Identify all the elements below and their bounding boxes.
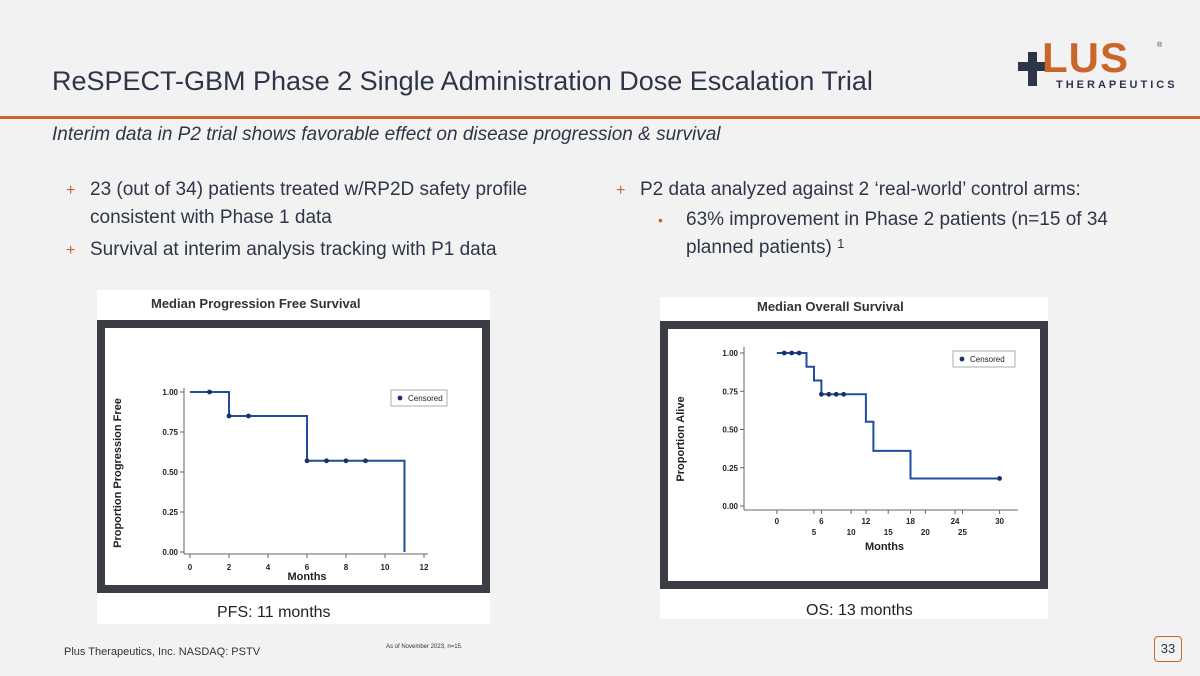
censored-point [207,389,212,395]
legend-marker [959,356,965,362]
pfs-panel: Median Progression Free Survival 0.00 0.2… [97,290,490,624]
os-chart: 0.00 0.25 0.50 0.75 1.00 0 6 12 18 24 30 5 10 15 20 25 M… [675,347,1018,553]
x-tick-label: 8 [344,563,349,572]
x-tick-label: 10 [847,528,856,537]
plus-bullet-icon: + [616,182,626,199]
x-tick-label: 12 [861,517,870,526]
censored-point [796,350,802,356]
legend-box [952,350,1016,368]
censored-point [781,350,787,356]
os-panel: Median Overall Survival 0.00 0.25 0.50 0.75… [660,297,1048,619]
x-tick-label: 25 [958,528,967,537]
pfs-chart: 0.00 0.25 0.50 0.75 1.00 0 2 4 6 8 10 12 Months Propo… [112,388,448,583]
y-axis-label: Proportion Alive [675,396,687,481]
x-tick-label: 20 [921,528,930,537]
x-tick-label: 4 [266,563,271,572]
bullet-text: P2 data analyzed against 2 ‘real-world’ … [640,179,1081,200]
y-tick-label: 0.50 [162,468,178,477]
censored-point [324,458,329,464]
pfs-caption: PFS: 11 months [217,604,331,621]
logo-tagline: THERAPEUTICS [1056,79,1178,91]
survival-step-line [190,391,406,552]
y-tick-label: 0.00 [722,502,738,511]
y-tick-label: 0.75 [722,387,738,396]
os-caption: OS: 13 months [806,602,913,619]
right-bullet-list: + P2 data analyzed against 2 ‘real-world… [606,176,1146,266]
dot-bullet-icon: • [658,212,663,228]
censored-point [363,458,368,464]
plus-bullet-icon: + [66,242,76,259]
y-tick-label: 0.50 [722,426,738,435]
slide-title: ReSPECT-GBM Phase 2 Single Administratio… [52,66,873,96]
censored-point [246,413,251,419]
x-tick-label: 30 [995,517,1004,526]
censored-point [833,391,839,397]
x-tick-label: 15 [884,528,893,537]
survival-step-line [776,352,1000,480]
company-logo: LUS ® THERAPEUTICS [1016,34,1175,94]
censored-point [818,391,824,397]
legend-box [390,389,448,407]
censored-point [226,413,232,419]
plus-cross-icon-bar [1018,62,1048,71]
page-number: 33 [1154,636,1182,662]
footer-company: Plus Therapeutics, Inc. NASDAQ: PSTV [64,646,261,658]
censored-point [841,391,847,397]
legend-label: Censored [408,394,443,403]
y-tick-label: 0.75 [162,428,178,437]
os-chart-title: Median Overall Survival [757,299,904,314]
y-tick-label: 0.25 [722,464,738,473]
legend-marker [397,395,403,401]
pfs-chart-area: 0.00 0.25 0.50 0.75 1.00 0 2 4 6 8 10 12 Months Propo… [105,328,482,585]
x-tick-label: 6 [305,563,310,572]
legend-label: Censored [970,355,1005,364]
x-tick-label: 5 [812,528,817,537]
censored-point [789,350,795,356]
sub-bullet-item: • 63% improvement in Phase 2 patients (n… [640,206,1146,262]
x-tick-label: 18 [906,517,915,526]
x-tick-label: 24 [951,517,960,526]
title-divider [0,116,1200,119]
censored-point [997,476,1002,481]
censored-point [304,458,310,464]
logo-registered-mark: ® [1157,42,1163,49]
footnote-marker: 1 [837,236,845,251]
footnote: As of November 2023, n=15. [386,644,463,650]
slide-subtitle: Interim data in P2 trial shows favorable… [52,124,721,145]
os-chart-frame: 0.00 0.25 0.50 0.75 1.00 0 6 12 18 24 30 5 10 15 20 25 M… [660,321,1048,589]
sub-bullet-text: 63% improvement in Phase 2 patients (n=1… [686,209,1108,258]
x-axis-label: Months [287,571,326,583]
bullet-item: + 23 (out of 34) patients treated w/RP2D… [56,176,596,232]
bullet-text: Survival at interim analysis tracking wi… [90,239,497,260]
x-axis-label: Months [865,541,904,553]
y-tick-label: 1.00 [722,349,738,358]
x-tick-label: 10 [381,563,390,572]
bullet-text: 23 (out of 34) patients treated w/RP2D s… [90,179,528,228]
x-tick-label: 6 [819,517,824,526]
x-tick-label: 0 [775,517,780,526]
bullet-item: + P2 data analyzed against 2 ‘real-world… [606,176,1146,262]
x-tick-label: 2 [227,563,232,572]
censored-point [343,458,349,464]
pfs-chart-title: Median Progression Free Survival [151,296,361,311]
y-tick-label: 0.00 [162,548,178,557]
bullet-item: + Survival at interim analysis tracking … [56,236,596,264]
x-tick-label: 12 [420,563,429,572]
pfs-chart-frame: 0.00 0.25 0.50 0.75 1.00 0 2 4 6 8 10 12 Months Propo… [97,320,490,593]
censored-point [826,391,832,397]
y-tick-label: 1.00 [162,388,178,397]
logo-word: LUS [1042,34,1129,81]
x-tick-label: 0 [188,563,193,572]
y-axis-label: Proportion Progression Free [112,398,124,548]
os-chart-area: 0.00 0.25 0.50 0.75 1.00 0 6 12 18 24 30 5 10 15 20 25 M… [668,329,1040,581]
left-bullet-list: + 23 (out of 34) patients treated w/RP2D… [56,176,596,268]
plus-bullet-icon: + [66,182,76,199]
y-tick-label: 0.25 [162,508,178,517]
